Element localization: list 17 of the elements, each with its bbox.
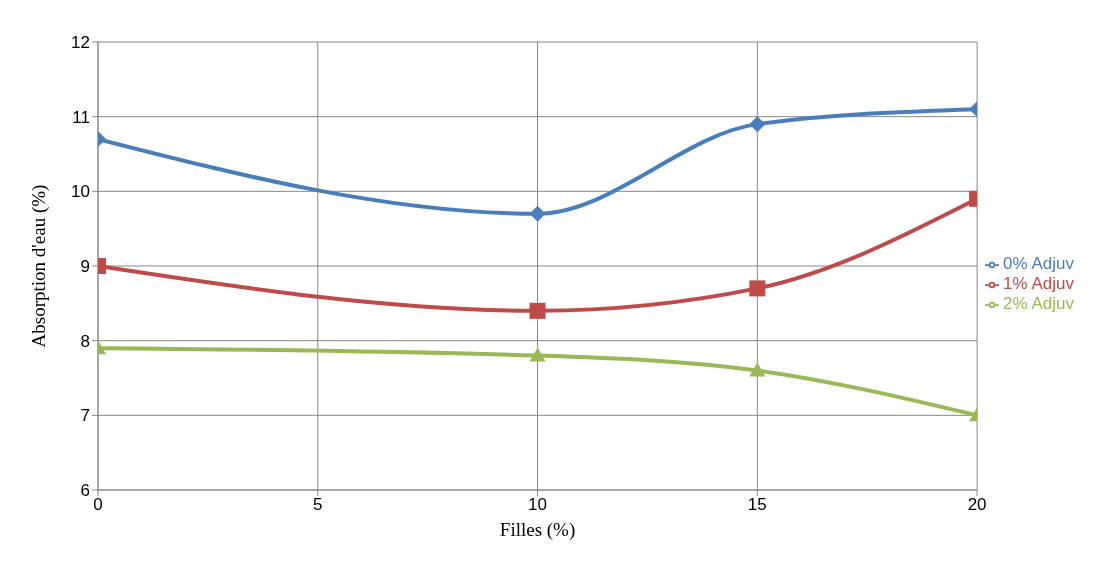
x-tick-label: 15 <box>747 495 767 515</box>
y-tick-label: 8 <box>80 331 90 351</box>
y-tick-label: 12 <box>71 33 90 53</box>
x-axis-title: Filles (%) <box>499 519 576 541</box>
x-tick-label: 10 <box>528 495 548 515</box>
y-tick-label: 9 <box>80 257 90 277</box>
legend-label: 0% Adjuv <box>1003 254 1074 273</box>
legend-label: 1% Adjuv <box>1003 274 1074 293</box>
x-tick-label: 20 <box>967 495 987 515</box>
y-tick-label: 10 <box>71 182 90 202</box>
x-tick-label: 5 <box>313 495 323 515</box>
y-tick-label: 6 <box>80 481 90 501</box>
y-axis-title: Absorption d'eau (%) <box>27 184 50 348</box>
x-tick-label: 0 <box>93 495 103 515</box>
y-tick-label: 11 <box>72 107 90 127</box>
legend-label: 2% Adjuv <box>1003 294 1074 313</box>
y-tick-label: 7 <box>80 406 90 426</box>
